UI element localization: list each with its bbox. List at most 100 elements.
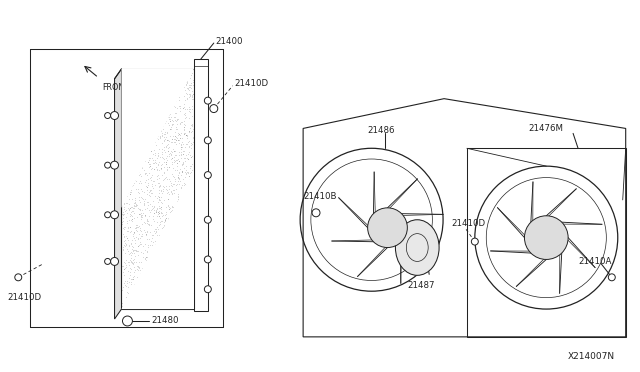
Point (172, 175, 182, 181)
Point (128, 262, 138, 267)
Point (177, 135, 188, 141)
Point (187, 285, 197, 291)
Point (182, 90, 192, 96)
Point (145, 161, 155, 167)
Point (154, 299, 164, 305)
Circle shape (204, 216, 211, 223)
Point (163, 141, 173, 147)
Point (147, 138, 157, 144)
Point (152, 246, 162, 251)
Point (156, 206, 166, 212)
Point (139, 286, 149, 292)
Point (141, 270, 151, 276)
Point (182, 243, 193, 249)
Point (127, 293, 137, 299)
Point (170, 129, 180, 135)
Point (184, 144, 195, 150)
Point (122, 176, 132, 182)
Point (135, 225, 145, 231)
Point (157, 183, 168, 189)
Point (172, 163, 182, 169)
Point (119, 204, 129, 210)
Point (134, 280, 145, 286)
Point (157, 171, 167, 177)
Point (177, 192, 188, 198)
Point (123, 156, 133, 162)
Point (161, 305, 171, 311)
Point (183, 275, 193, 281)
Point (175, 227, 185, 233)
Point (160, 136, 170, 142)
Point (159, 175, 170, 181)
Point (170, 178, 180, 184)
Point (129, 103, 140, 109)
Point (123, 228, 133, 234)
Point (175, 246, 186, 252)
Point (154, 183, 164, 189)
Point (169, 269, 179, 275)
Point (186, 85, 196, 91)
Point (142, 291, 152, 296)
Point (147, 172, 157, 178)
Point (157, 107, 168, 113)
Point (131, 131, 141, 137)
Point (141, 259, 152, 265)
Point (140, 294, 150, 300)
Point (152, 125, 162, 131)
Point (138, 91, 148, 97)
Point (129, 195, 140, 201)
Point (163, 228, 173, 234)
Point (132, 224, 142, 230)
Point (180, 180, 190, 186)
Point (148, 268, 159, 274)
Point (179, 148, 189, 154)
Point (182, 298, 193, 304)
Point (163, 291, 173, 297)
Point (175, 135, 185, 141)
Point (163, 302, 173, 308)
Text: FRONT: FRONT (102, 83, 130, 92)
Point (117, 98, 127, 104)
Polygon shape (122, 69, 194, 208)
Point (165, 208, 175, 214)
Point (148, 295, 159, 301)
Point (170, 286, 180, 292)
Point (127, 76, 138, 81)
Point (117, 112, 127, 118)
Point (177, 198, 188, 204)
Point (185, 256, 195, 262)
Point (179, 182, 189, 188)
Point (138, 188, 148, 194)
Point (189, 198, 199, 204)
Point (180, 240, 190, 246)
Point (163, 271, 173, 277)
Point (129, 229, 140, 235)
Point (125, 179, 136, 185)
Point (141, 101, 151, 107)
Point (117, 105, 127, 110)
Point (175, 231, 186, 237)
Point (127, 257, 138, 263)
Point (186, 129, 196, 135)
Point (147, 182, 157, 187)
Point (142, 184, 152, 190)
Point (159, 222, 169, 228)
Point (129, 203, 140, 209)
Point (152, 80, 162, 86)
Point (134, 172, 144, 178)
Point (150, 139, 161, 145)
Point (188, 240, 198, 246)
Point (155, 154, 165, 160)
Point (185, 209, 195, 215)
Point (162, 82, 172, 88)
Point (142, 218, 152, 224)
Point (181, 170, 191, 176)
Point (124, 170, 134, 176)
Point (165, 189, 175, 195)
Point (173, 286, 184, 292)
Point (170, 136, 180, 142)
Point (168, 133, 179, 139)
Point (145, 278, 156, 284)
Point (179, 284, 189, 290)
Circle shape (204, 256, 211, 263)
